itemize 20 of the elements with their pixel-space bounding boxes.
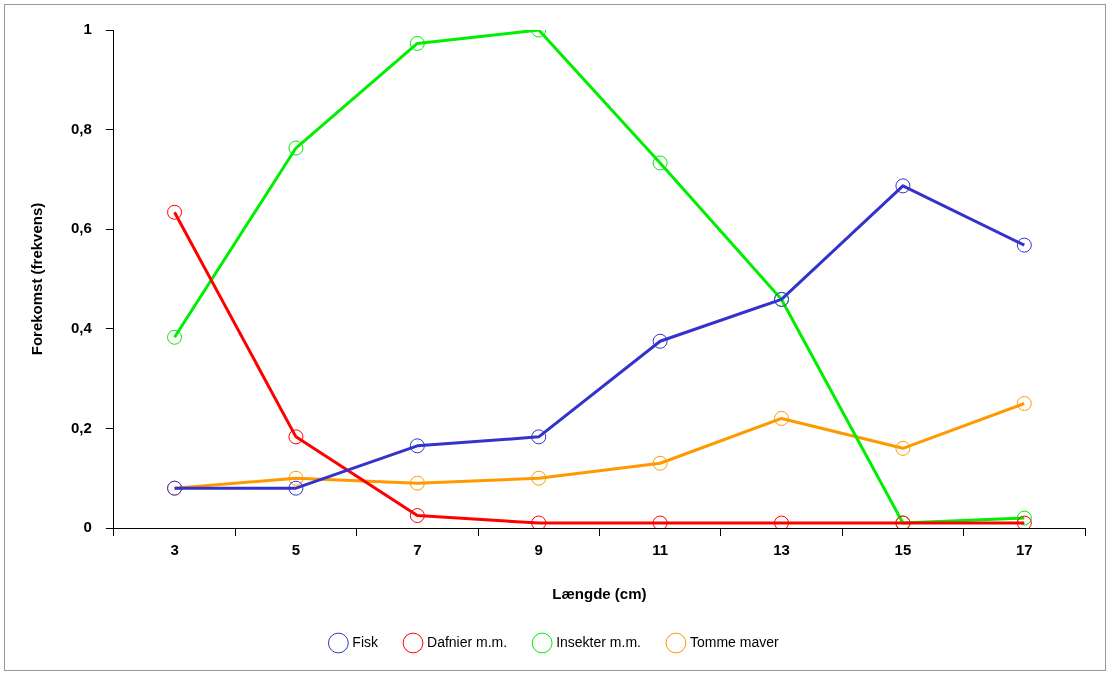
y-tick-label: 1 <box>83 20 92 38</box>
y-tick-label: 0 <box>83 518 92 536</box>
x-tick-label: 17 <box>1015 541 1033 559</box>
legend-label: Fisk <box>352 633 380 650</box>
y-axis-title: Forekomst (frekvens) <box>28 202 46 356</box>
x-tick-label: 3 <box>170 541 179 559</box>
x-tick-label: 7 <box>413 541 422 559</box>
x-axis-title: Længde (cm) <box>552 585 647 603</box>
legend-label: Tomme maver <box>689 633 779 650</box>
x-tick-label: 5 <box>291 541 301 559</box>
x-tick-label: 13 <box>773 541 790 559</box>
x-tick-label: 11 <box>652 541 669 559</box>
x-tick-label: 9 <box>534 541 543 559</box>
legend-label: Insekter m.m. <box>556 633 641 650</box>
x-tick-label: 15 <box>894 541 912 559</box>
y-tick-label: 0,6 <box>70 219 92 237</box>
y-tick-label: 0,8 <box>70 119 92 137</box>
legend-label: Dafnier m.m. <box>427 633 508 650</box>
y-tick-label: 0,4 <box>70 318 93 336</box>
y-tick-label: 0,2 <box>70 418 92 436</box>
